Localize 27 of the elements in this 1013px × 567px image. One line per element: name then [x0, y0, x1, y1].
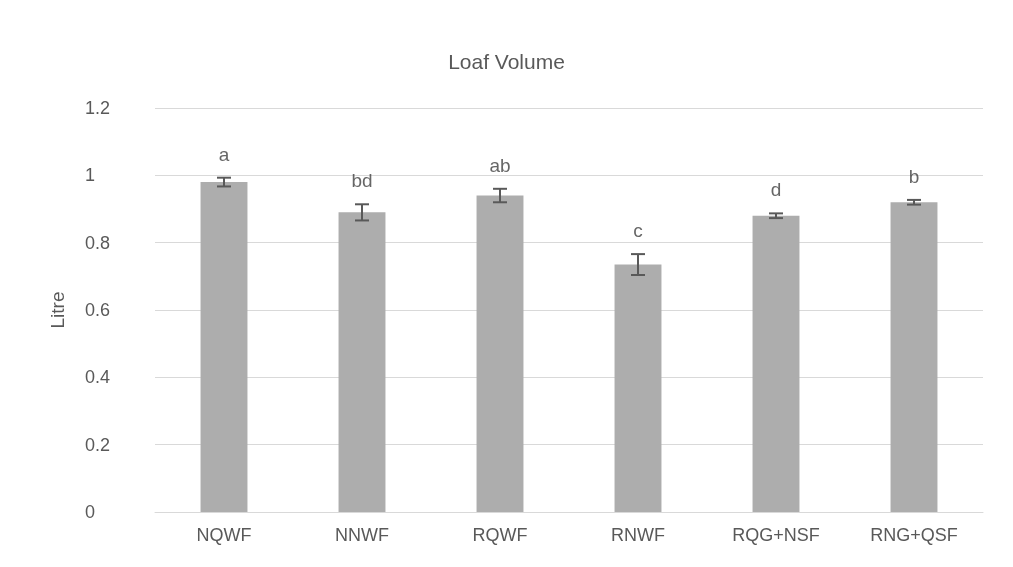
annotation: b: [908, 165, 920, 187]
chart-title: Loaf Volume: [448, 50, 565, 73]
x-tick-label: RNG+QSF: [870, 525, 958, 545]
annotation: ab: [489, 154, 511, 176]
x-tick-label: RQG+NSF: [732, 525, 820, 545]
y-tick-label: 0: [85, 502, 96, 522]
annotation: a: [218, 143, 230, 165]
annotation: d: [770, 179, 782, 201]
x-tick-label: NQWF: [196, 525, 252, 545]
bar: [752, 215, 800, 512]
bar: [338, 212, 386, 512]
x-tick-label: RQWF: [472, 525, 528, 545]
bar: [890, 202, 938, 512]
x-tick-label: RNWF: [611, 525, 665, 545]
y-tick-label: 0.6: [85, 300, 111, 320]
y-tick-label: 0.4: [85, 367, 111, 388]
y-tick-label: 0.8: [85, 232, 111, 253]
y-axis-title: Litre: [47, 291, 68, 329]
annotation: bd: [351, 170, 373, 192]
bar: [200, 182, 248, 512]
bar: [614, 264, 662, 512]
bar: [476, 195, 524, 512]
y-tick-label: 0.2: [85, 434, 111, 455]
y-tick-label: 1: [85, 165, 96, 186]
annotation: c: [633, 220, 643, 242]
x-tick-label: NNWF: [335, 525, 389, 545]
y-tick-label: 1.2: [85, 98, 111, 118]
